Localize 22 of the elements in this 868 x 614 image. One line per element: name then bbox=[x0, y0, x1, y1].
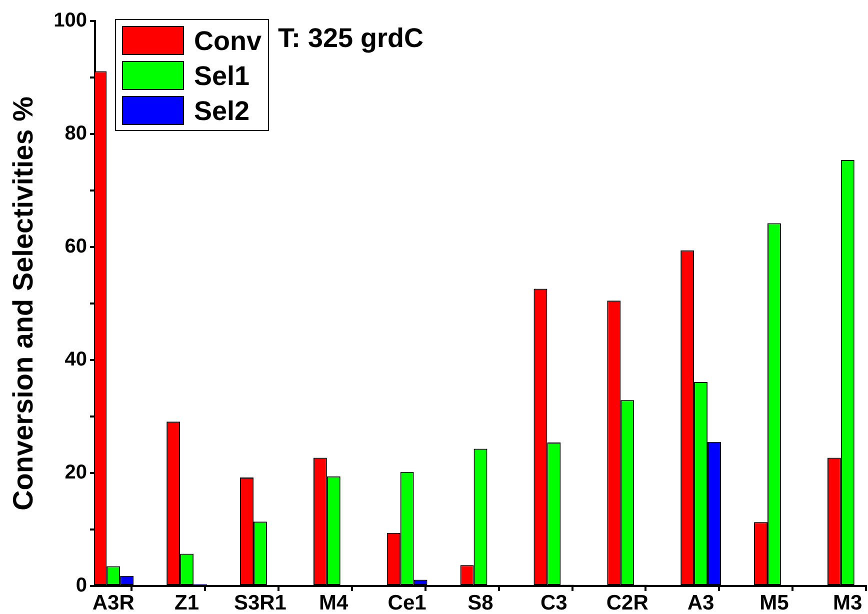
legend-label: Conv bbox=[194, 26, 262, 56]
y-tick-label: 20 bbox=[64, 462, 87, 484]
annotation: T: 325 grdC bbox=[278, 23, 424, 53]
x-tick-label: M5 bbox=[760, 591, 790, 614]
x-tick-label: M3 bbox=[833, 591, 862, 614]
x-tick-label: S8 bbox=[468, 591, 494, 614]
x-tick-label: Ce1 bbox=[388, 591, 427, 614]
x-tick-label: S3R1 bbox=[234, 591, 287, 614]
y-tick-label: 60 bbox=[64, 236, 87, 258]
y-tick-label: 80 bbox=[64, 122, 87, 145]
y-tick-label: 100 bbox=[54, 10, 87, 32]
x-tick-label: A3 bbox=[687, 591, 714, 614]
x-tick-label: Z1 bbox=[174, 591, 200, 614]
x-tick-label: A3R bbox=[92, 591, 134, 614]
x-tick-label: C2R bbox=[606, 591, 648, 614]
y-axis-title: Conversion and Selectivities % bbox=[8, 96, 39, 510]
legend-label: Sel1 bbox=[194, 60, 250, 90]
y-tick-label: 40 bbox=[64, 348, 87, 371]
legend-label: Sel2 bbox=[194, 96, 250, 126]
x-tick-label: M4 bbox=[319, 591, 349, 614]
x-tick-label: C3 bbox=[540, 591, 568, 614]
y-tick-label: 0 bbox=[76, 574, 87, 597]
